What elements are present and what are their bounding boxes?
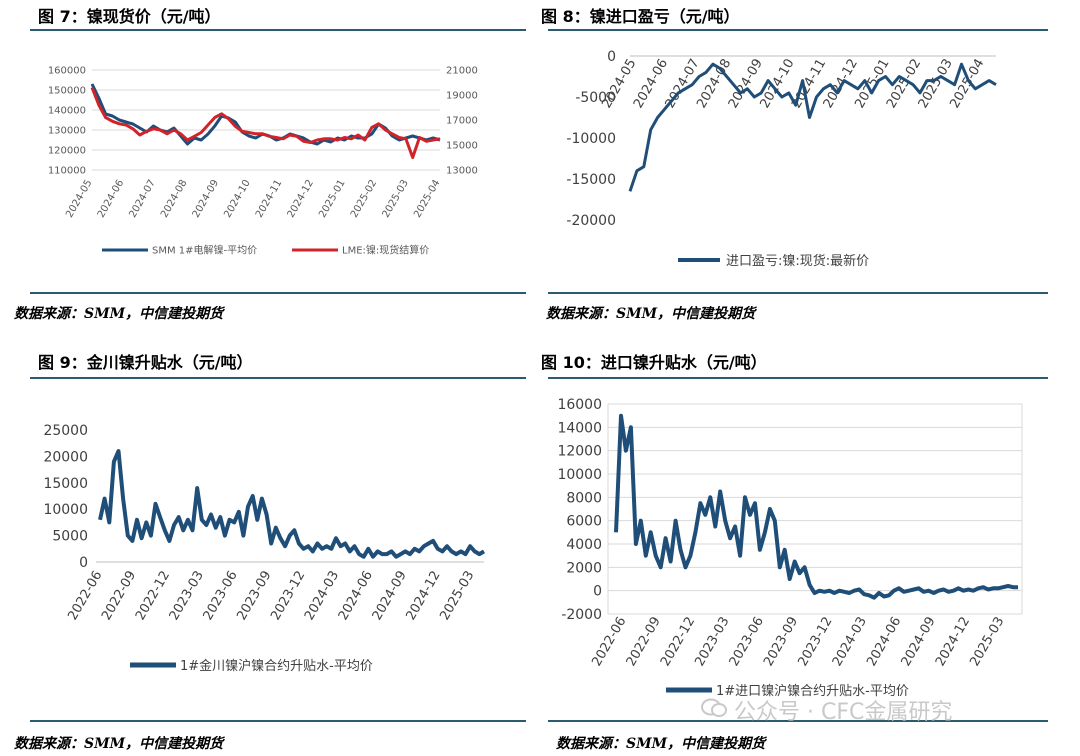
chart7-x-tick: 2025-03 — [381, 178, 411, 220]
chart7-x-tick: 2024-08 — [159, 178, 189, 220]
chart9-top-rule — [30, 377, 526, 379]
chart8-title: 图 8：镍进口盈亏（元/吨） — [541, 7, 740, 26]
chart10-y-tick: 14000 — [557, 420, 602, 436]
chart9-y-tick: 15000 — [43, 476, 88, 492]
chart7-y-left-tick: 130000 — [48, 126, 86, 137]
chart8-y-tick: -20000 — [566, 213, 616, 229]
chart7-y-right-tick: 19000 — [446, 91, 478, 102]
chart7-x-tick: 2024-06 — [96, 178, 126, 220]
chart9-legend-label: 1#金川镍沪镍合约升贴水-平均价 — [180, 658, 373, 674]
chart8-series-line — [628, 62, 997, 192]
watermark: 公众号 · CFC金属研究 — [734, 700, 953, 725]
chart7-y-right-tick: 21000 — [446, 66, 478, 77]
chart7-x-tick: 2025-02 — [349, 178, 379, 220]
chart7-x-tick: 2024-09 — [191, 178, 221, 220]
chart7-x-tick: 2025-04 — [412, 178, 442, 220]
chart9-plot: 05000100001500020000250002022-062022-092… — [43, 423, 486, 674]
chart7-top-rule — [30, 29, 526, 31]
chart7-y-right-tick: 17000 — [446, 116, 478, 127]
chart8-top-rule — [548, 29, 1048, 31]
chart9-y-tick: 10000 — [43, 502, 88, 518]
chart7-source: 数据来源：SMM，中信建投期货 — [14, 306, 224, 322]
chart10-source: 数据来源：SMM，中信建投期货 — [556, 736, 766, 752]
chart9-y-tick: 20000 — [43, 449, 88, 465]
chart8-legend-label: 进口盈亏:镍:现货:最新价 — [726, 253, 869, 269]
chart10-top-rule — [548, 377, 1048, 379]
chart7-legend-smm-label: SMM 1#电解镍-平均价 — [152, 244, 257, 257]
chart7-x-tick: 2024-10 — [222, 178, 252, 220]
chart8-plot: 0-5000-10000-15000-200002024-052024-0620… — [566, 49, 997, 269]
chart8-y-tick: 0 — [607, 49, 616, 65]
chart9-title: 图 9：金川镍升贴水（元/吨） — [38, 353, 253, 372]
chart9-series-line — [98, 449, 486, 559]
chart10-y-tick: 0 — [593, 584, 602, 600]
chart7-y-right-tick: 13000 — [446, 166, 478, 177]
chart9-x-tick: 2025-03 — [437, 569, 477, 624]
chart10-y-tick: 2000 — [566, 560, 602, 576]
chart10-plot: -2000 0 2000 4000 6000 8000 10000 12000 14000 160… — [557, 397, 1023, 699]
chart7-legend-lme-label: LME:镍:现货结算价 — [342, 244, 429, 257]
chart9-bottom-rule — [30, 720, 526, 722]
chart7-y-left-tick: 160000 — [48, 66, 86, 77]
chart10-y-tick: 10000 — [557, 467, 602, 483]
chart10-y-tick: 4000 — [566, 537, 602, 553]
chart7-x-tick: 2024-07 — [127, 178, 157, 220]
chart10-y-tick: 8000 — [566, 490, 602, 506]
chart7-y-left-tick: 150000 — [48, 86, 86, 97]
chart8-bottom-rule — [548, 292, 1048, 294]
chart9-source: 数据来源：SMM，中信建投期货 — [14, 736, 224, 752]
wechat-icon — [701, 698, 727, 717]
chart7-plot: 110000 120000 130000 140000 150000 160000 1300… — [48, 66, 478, 257]
chart9-y-tick: 0 — [79, 555, 88, 571]
chart7-title: 图 7：镍现货价（元/吨） — [38, 7, 221, 26]
chart8-source: 数据来源：SMM，中信建投期货 — [546, 306, 756, 322]
chart8-y-tick: -5000 — [575, 90, 616, 106]
chart10-bottom-rule — [548, 720, 1048, 722]
chart10-y-tick: -2000 — [561, 607, 602, 623]
chart10-x-tick: 2025-03 — [967, 615, 1007, 670]
chart7-x-tick: 2024-12 — [286, 178, 316, 220]
chart8-y-tick: -10000 — [566, 131, 616, 147]
chart7-x-tick: 2024-11 — [254, 178, 284, 220]
chart7-y-left-tick: 110000 — [48, 166, 86, 177]
chart8-y-tick: -15000 — [566, 172, 616, 188]
chart7-y-left-tick: 120000 — [48, 146, 86, 157]
chart7-bottom-rule — [30, 292, 526, 294]
chart10-y-tick: 16000 — [557, 397, 602, 413]
chart7-y-left-tick: 140000 — [48, 106, 86, 117]
chart10-title: 图 10：进口镍升贴水（元/吨） — [541, 353, 767, 372]
chart10-legend-label: 1#进口镍沪镍合约升贴水-平均价 — [716, 683, 909, 699]
chart10-y-tick: 6000 — [566, 514, 602, 530]
chart9-y-tick: 5000 — [52, 529, 88, 545]
chart10-y-tick: 12000 — [557, 444, 602, 460]
chart7-x-tick: 2025-01 — [317, 178, 347, 220]
chart7-series-lme-line — [90, 86, 441, 159]
chart9-y-tick: 25000 — [43, 423, 88, 439]
chart7-y-right-tick: 15000 — [446, 141, 478, 152]
chart7-x-tick: 2024-05 — [64, 178, 94, 220]
chart10-series-line — [614, 413, 1018, 600]
